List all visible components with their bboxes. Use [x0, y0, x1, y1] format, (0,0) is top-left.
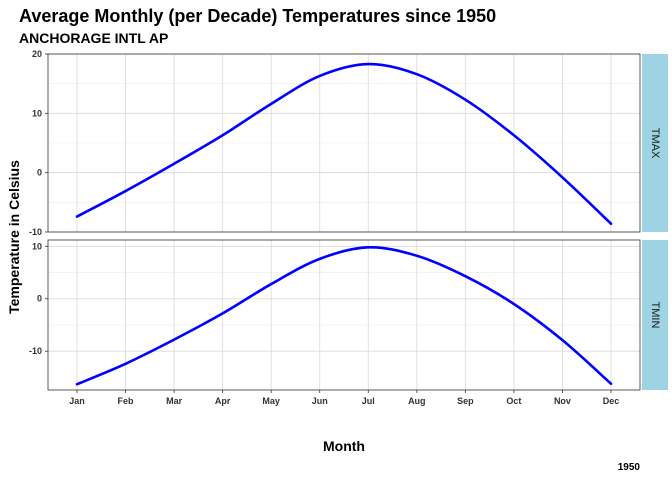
panel-border	[47, 239, 641, 391]
facet-strip	[642, 54, 668, 232]
x-tick-label: Sep	[457, 396, 474, 406]
series-line-tmin	[75, 246, 613, 386]
x-tick-label: Nov	[554, 396, 571, 406]
chart-subtitle: ANCHORAGE INTL AP	[19, 30, 169, 46]
facet-strip	[642, 240, 668, 390]
x-tick-label: Apr	[215, 396, 231, 406]
y-tick-label: 10	[32, 241, 42, 251]
x-tick-label: May	[262, 396, 280, 406]
y-tick-label: 20	[32, 49, 42, 59]
x-tick-label: Feb	[118, 396, 135, 406]
x-tick-label: Aug	[408, 396, 426, 406]
panel-background	[48, 240, 640, 390]
caption: 1950	[618, 462, 641, 473]
chart-title: Average Monthly (per Decade) Temperature…	[19, 6, 497, 26]
y-tick-label: 0	[37, 294, 42, 304]
series-line-tmax	[75, 62, 613, 225]
x-tick-label: Jul	[362, 396, 375, 406]
x-tick-label: Oct	[506, 396, 521, 406]
facet-strip-label: TMIN	[649, 302, 661, 329]
y-axis-title: Temperature in Celsius	[6, 160, 22, 314]
facet-strip-label: TMAX	[649, 128, 661, 159]
y-tick-label: -10	[29, 227, 42, 237]
y-tick-label: -10	[29, 346, 42, 356]
x-tick-label: Jan	[69, 396, 85, 406]
y-tick-label: 0	[37, 168, 42, 178]
y-tick-label: 10	[32, 108, 42, 118]
x-tick-label: Mar	[166, 396, 183, 406]
x-tick-label: Jun	[312, 396, 328, 406]
panel-border	[47, 53, 641, 233]
x-axis-title: Month	[323, 438, 365, 454]
x-tick-label: Dec	[603, 396, 620, 406]
